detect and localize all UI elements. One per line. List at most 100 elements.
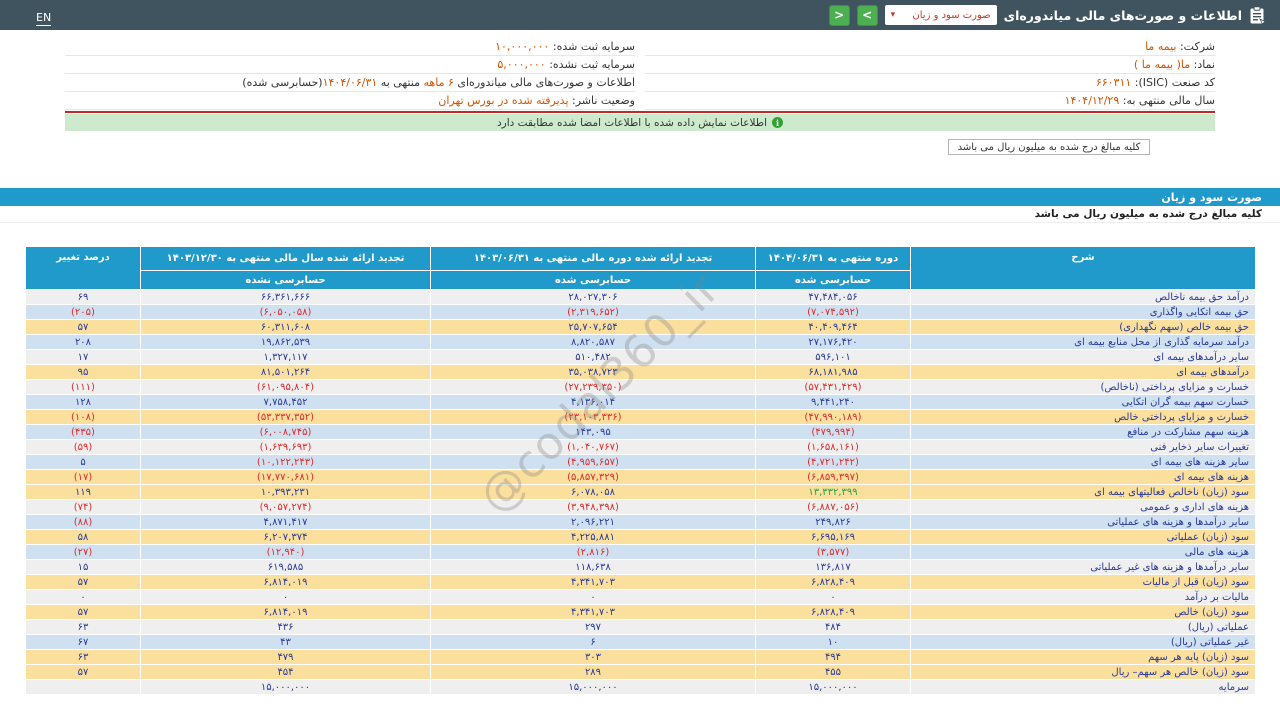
cell-percent-change: ۱۱۹ xyxy=(25,484,141,500)
table-row: حق بیمه خالص (سهم نگهداری) ۴۰,۴۰۹,۴۶۴ ۲۵,۷… xyxy=(25,319,1256,335)
table-row: عملیاتی (ریال) ۴۸۴ ۲۹۷ ۴۳۶ ۶۳ xyxy=(25,619,1256,635)
table-row: خسارت سهم بیمه گران اتکایی ۹,۴۴۱,۲۴۰ ۴,۱۳۶… xyxy=(25,394,1256,410)
info-value: ۶ ماهه xyxy=(423,76,454,89)
cell-percent-change: ۰ xyxy=(25,589,141,605)
cell-value-c1: ۲۴۹,۸۲۶ xyxy=(755,514,911,530)
table-row: سود (زیان) قبل از مالیات ۶,۸۲۸,۴۰۹ ۴,۳۴۱,۷… xyxy=(25,574,1256,590)
page-title: اطلاعات و صورت‌های مالی میاندوره‌ای xyxy=(1003,7,1242,23)
next-statement-button[interactable]: > xyxy=(828,4,850,26)
language-toggle[interactable]: EN xyxy=(36,10,52,26)
cell-percent-change: (۴۳۵) xyxy=(25,424,141,440)
statement-type-select[interactable]: صورت سود و زیان ▾ xyxy=(884,5,997,25)
cell-value-c2: (۴,۹۵۹,۶۵۷) xyxy=(430,454,756,470)
cell-value-c1: (۵۷,۴۳۱,۴۲۹) xyxy=(755,379,911,395)
cell-value-c3: (۹,۰۵۷,۲۷۴) xyxy=(140,499,431,515)
table-row: هزینه های مالی (۳,۵۷۷) (۲,۸۱۶) (۱۲,۹۴۰) (۲۷) xyxy=(25,544,1256,560)
cell-value-c1: (۷,۰۷۴,۵۹۲) xyxy=(755,304,911,320)
cell-value-c3: (۱,۶۳۹,۶۹۳) xyxy=(140,439,431,455)
row-label: خسارت سهم بیمه گران اتکایی xyxy=(910,394,1256,410)
cell-value-c2: ۱۴۳,۰۹۵ xyxy=(430,424,756,440)
cell-percent-change: ۱۲۸ xyxy=(25,394,141,410)
cell-percent-change xyxy=(25,679,141,695)
cell-value-c3: ۶۱۹,۵۸۵ xyxy=(140,559,431,575)
info-row: سال مالی منتهی به: ۱۴۰۴/۱۲/۲۹ xyxy=(645,92,1215,110)
cell-percent-change: (۵۹) xyxy=(25,439,141,455)
info-value: ۱۰,۰۰۰,۰۰۰ xyxy=(495,40,550,53)
info-value: ۱۴۰۴/۱۲/۲۹ xyxy=(1064,94,1120,107)
info-label: سال مالی منتهی به: xyxy=(1119,94,1215,107)
cell-value-c2: ۲۸,۰۲۷,۳۰۶ xyxy=(430,289,756,305)
cell-value-c1: ۶,۸۲۸,۴۰۹ xyxy=(755,604,911,620)
row-label: عملیاتی (ریال) xyxy=(910,619,1256,635)
header-restated-year: تجدید ارائه شده سال مالی منتهی به ۱۴۰۳/۱… xyxy=(140,246,431,271)
cell-value-c3: (۱۷,۷۷۰,۶۸۱) xyxy=(140,469,431,485)
cell-value-c2: (۱,۰۴۰,۷۶۷) xyxy=(430,439,756,455)
cell-value-c3: ۱۵,۰۰۰,۰۰۰ xyxy=(140,679,431,695)
table-row: سود (زیان) پایه هر سهم ۴۹۴ ۳۰۳ ۴۷۹ ۶۳ xyxy=(25,649,1256,665)
table-row: سرمایه ۱۵,۰۰۰,۰۰۰ ۱۵,۰۰۰,۰۰۰ ۱۵,۰۰۰,۰۰۰ xyxy=(25,679,1256,695)
info-label: منتهی به xyxy=(377,76,424,89)
cell-value-c1: ۴۹۴ xyxy=(755,649,911,665)
table-row: سود (زیان) ناخالص فعالیتهای بیمه ای ۱۳,۳۳… xyxy=(25,484,1256,500)
info-label: سرمایه ثبت شده: xyxy=(549,40,635,53)
cell-value-c2: ۴,۳۴۱,۷۰۳ xyxy=(430,574,756,590)
row-label: سود (زیان) عملیاتی xyxy=(910,529,1256,545)
cell-value-c3: (۶,۰۵۰,۰۵۸) xyxy=(140,304,431,320)
table-row: سایر درآمدها و هزینه های عملیاتی ۲۴۹,۸۲۶ ۲… xyxy=(25,514,1256,530)
row-label: هزینه های اداری و عمومی xyxy=(910,499,1256,515)
info-row: شرکت: بیمه ما xyxy=(645,38,1215,56)
subheader-audited-2: حسابرسی شده xyxy=(430,270,756,290)
info-value: ۱۴۰۴/۰۶/۳۱ xyxy=(322,76,378,89)
table-row: سایر درآمدها و هزینه های غیر عملیاتی ۱۳۶,… xyxy=(25,559,1256,575)
row-label: هزینه های بیمه ای xyxy=(910,469,1256,485)
row-label: سایر درآمدها و هزینه های غیر عملیاتی xyxy=(910,559,1256,575)
cell-value-c3: ۴۵۴ xyxy=(140,664,431,680)
prev-statement-button[interactable]: < xyxy=(856,4,878,26)
table-row: سود (زیان) خالص ۶,۸۲۸,۴۰۹ ۴,۳۴۱,۷۰۳ ۶,۸۱۴,۰… xyxy=(25,604,1256,620)
cell-value-c2: (۳,۹۴۸,۳۹۸) xyxy=(430,499,756,515)
row-label: غیر عملیاتی (ریال) xyxy=(910,634,1256,650)
cell-value-c1: ۱۵,۰۰۰,۰۰۰ xyxy=(755,679,911,695)
row-label: سود (زیان) خالص هر سهم– ریال xyxy=(910,664,1256,680)
cell-value-c3: (۱۰,۱۲۲,۲۴۳) xyxy=(140,454,431,470)
cell-value-c1: ۶۸,۱۸۱,۹۸۵ xyxy=(755,364,911,380)
cell-value-c2: ۳۰۳ xyxy=(430,649,756,665)
cell-value-c2: ۵۱۰,۴۸۲ xyxy=(430,349,756,365)
row-label: سایر درآمدهای بیمه ای xyxy=(910,349,1256,365)
cell-value-c2: (۵,۸۵۷,۳۲۹) xyxy=(430,469,756,485)
cell-percent-change: ۲۰۸ xyxy=(25,334,141,350)
cell-value-c3: ۴۳۶ xyxy=(140,619,431,635)
cell-percent-change: (۱۱۱) xyxy=(25,379,141,395)
topbar: EN اطلاعات و صورت‌های مالی میاندوره‌ای ص… xyxy=(0,0,1280,30)
cell-value-c2: ۳۵,۰۳۸,۷۲۳ xyxy=(430,364,756,380)
info-label: شرکت: xyxy=(1176,40,1215,53)
row-label: سود (زیان) خالص xyxy=(910,604,1256,620)
table-row: تغییرات سایر ذخایر فنی (۱,۶۵۸,۱۶۱) (۱,۰۴۰,… xyxy=(25,439,1256,455)
cell-value-c3: ۰ xyxy=(140,589,431,605)
cell-percent-change: ۶۳ xyxy=(25,649,141,665)
cell-percent-change: ۵۷ xyxy=(25,574,141,590)
cell-percent-change: ۵۷ xyxy=(25,604,141,620)
cell-value-c2: ۴,۲۲۵,۸۸۱ xyxy=(430,529,756,545)
company-info: شرکت: بیمه ما نماد: ما( بیمه ما ) کد صنعت … xyxy=(65,38,1215,155)
cell-value-c2: ۰ xyxy=(430,589,756,605)
cell-value-c2: (۲۳,۱۰۳,۳۳۶) xyxy=(430,409,756,425)
cell-value-c2: ۲۸۹ xyxy=(430,664,756,680)
cell-value-c1: (۶,۸۸۷,۰۵۶) xyxy=(755,499,911,515)
table-row: هزینه های اداری و عمومی (۶,۸۸۷,۰۵۶) (۳,۹۴۸… xyxy=(25,499,1256,515)
chevron-down-icon: ▾ xyxy=(890,10,896,20)
info-label: کد صنعت (ISIC): xyxy=(1131,76,1215,89)
row-label: تغییرات سایر ذخایر فنی xyxy=(910,439,1256,455)
cell-value-c2: ۶ xyxy=(430,634,756,650)
row-label: درآمد حق بیمه ناخالص xyxy=(910,289,1256,305)
cell-value-c3: (۱۲,۹۴۰) xyxy=(140,544,431,560)
cell-value-c1: ۰ xyxy=(755,589,911,605)
cell-value-c3: ۶,۸۱۴,۰۱۹ xyxy=(140,574,431,590)
row-label: خسارت و مزایای پرداختی خالص xyxy=(910,409,1256,425)
row-label: هزینه های مالی xyxy=(910,544,1256,560)
cell-percent-change: ۶۳ xyxy=(25,619,141,635)
statement-table: شرح دوره منتهی به ۱۴۰۴/۰۶/۳۱ تجدید ارائه… xyxy=(25,246,1256,695)
cell-percent-change: ۶۹ xyxy=(25,289,141,305)
cell-value-c1: (۶,۸۵۹,۳۹۷) xyxy=(755,469,911,485)
cell-percent-change: ۶۷ xyxy=(25,634,141,650)
